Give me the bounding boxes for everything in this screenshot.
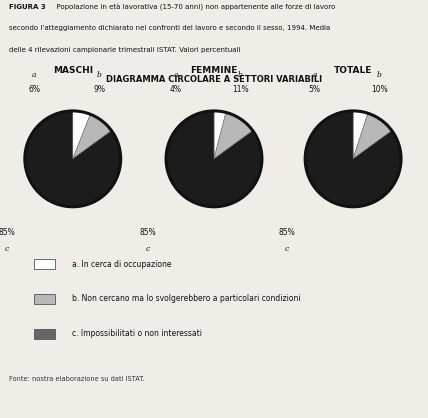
Text: b: b — [97, 71, 101, 79]
Text: b: b — [238, 71, 243, 79]
Bar — [34, 259, 55, 269]
Text: a: a — [32, 71, 37, 79]
Text: Fonte: nostra elaborazione su dati ISTAT.: Fonte: nostra elaborazione su dati ISTAT… — [9, 376, 144, 382]
Text: c: c — [5, 245, 9, 253]
Text: FEMMINE: FEMMINE — [190, 66, 238, 75]
Text: Popolazione in età lavorativa (15-70 anni) non appartenente alle forze di lavoro: Popolazione in età lavorativa (15-70 ann… — [52, 4, 335, 11]
Text: DIAGRAMMA CIRCOLARE A SETTORI VARIABILI: DIAGRAMMA CIRCOLARE A SETTORI VARIABILI — [106, 75, 322, 84]
Text: a. In cerca di occupazione: a. In cerca di occupazione — [72, 260, 171, 269]
Text: delle 4 rilevazioni campionarie trimestrali ISTAT. Valori percentuali: delle 4 rilevazioni campionarie trimestr… — [9, 47, 240, 53]
Text: secondo l’atteggiamento dichiarato nei confronti del lavoro e secondo il sesso, : secondo l’atteggiamento dichiarato nei c… — [9, 25, 330, 31]
Wedge shape — [214, 111, 226, 159]
Wedge shape — [305, 111, 401, 207]
Wedge shape — [25, 111, 121, 207]
Text: 85%: 85% — [279, 228, 296, 237]
Wedge shape — [166, 111, 262, 207]
Wedge shape — [353, 111, 368, 159]
Wedge shape — [73, 114, 112, 159]
Text: 6%: 6% — [28, 85, 40, 94]
Wedge shape — [353, 113, 392, 159]
Bar — [34, 329, 55, 339]
Text: FIGURA 3: FIGURA 3 — [9, 4, 45, 10]
Text: 4%: 4% — [169, 85, 181, 94]
Text: b: b — [377, 71, 382, 79]
Wedge shape — [214, 112, 253, 159]
Text: b. Non cercano ma lo svolgerebbero a particolari condizioni: b. Non cercano ma lo svolgerebbero a par… — [72, 294, 300, 303]
Text: 9%: 9% — [93, 85, 105, 94]
Text: MASCHI: MASCHI — [53, 66, 93, 75]
Text: c. Impossibilitati o non interessati: c. Impossibilitati o non interessati — [72, 329, 202, 338]
Text: a: a — [173, 71, 178, 79]
Text: c: c — [146, 245, 150, 253]
Text: 10%: 10% — [371, 85, 388, 94]
Text: 5%: 5% — [309, 85, 321, 94]
Text: 85%: 85% — [140, 228, 157, 237]
Text: TOTALE: TOTALE — [334, 66, 372, 75]
Wedge shape — [73, 111, 90, 159]
Text: c: c — [285, 245, 289, 253]
Text: 11%: 11% — [232, 85, 249, 94]
Bar — [34, 294, 55, 304]
Text: a: a — [312, 71, 317, 79]
Text: 85%: 85% — [0, 228, 15, 237]
